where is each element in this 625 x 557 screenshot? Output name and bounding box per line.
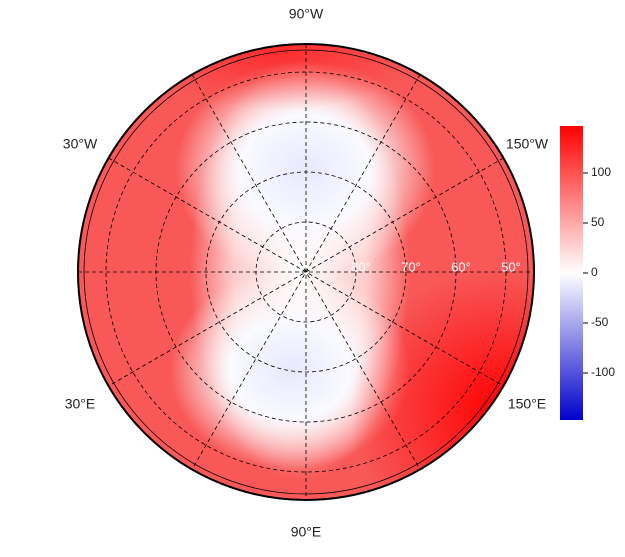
latitude-label: 80°: [351, 259, 371, 274]
longitude-label: 30°E: [65, 396, 96, 412]
colorbar-tick-label: -100: [591, 365, 615, 379]
latitude-label: 50°: [501, 259, 521, 274]
longitude-label: 30°W: [63, 136, 98, 152]
latitude-label: 70°: [401, 259, 421, 274]
colorbar-tick-label: -50: [591, 315, 609, 329]
coast-ring: [83, 49, 529, 495]
map-border: [77, 43, 535, 501]
colorbar-tick-label: 50: [591, 215, 605, 229]
graticule: [78, 44, 534, 500]
longitude-label: 150°W: [506, 136, 549, 152]
field: [78, 44, 534, 500]
longitude-label: 90°E: [291, 524, 322, 540]
colorbar-tick-label: 0: [591, 265, 598, 279]
meridian: [108, 157, 504, 387]
latitude-label: 60°: [451, 259, 471, 274]
longitude-label: 150°E: [508, 396, 546, 412]
colorbar: [560, 126, 583, 420]
longitude-label: 90°W: [289, 6, 324, 22]
colorbar-tick-label: 100: [591, 165, 611, 179]
